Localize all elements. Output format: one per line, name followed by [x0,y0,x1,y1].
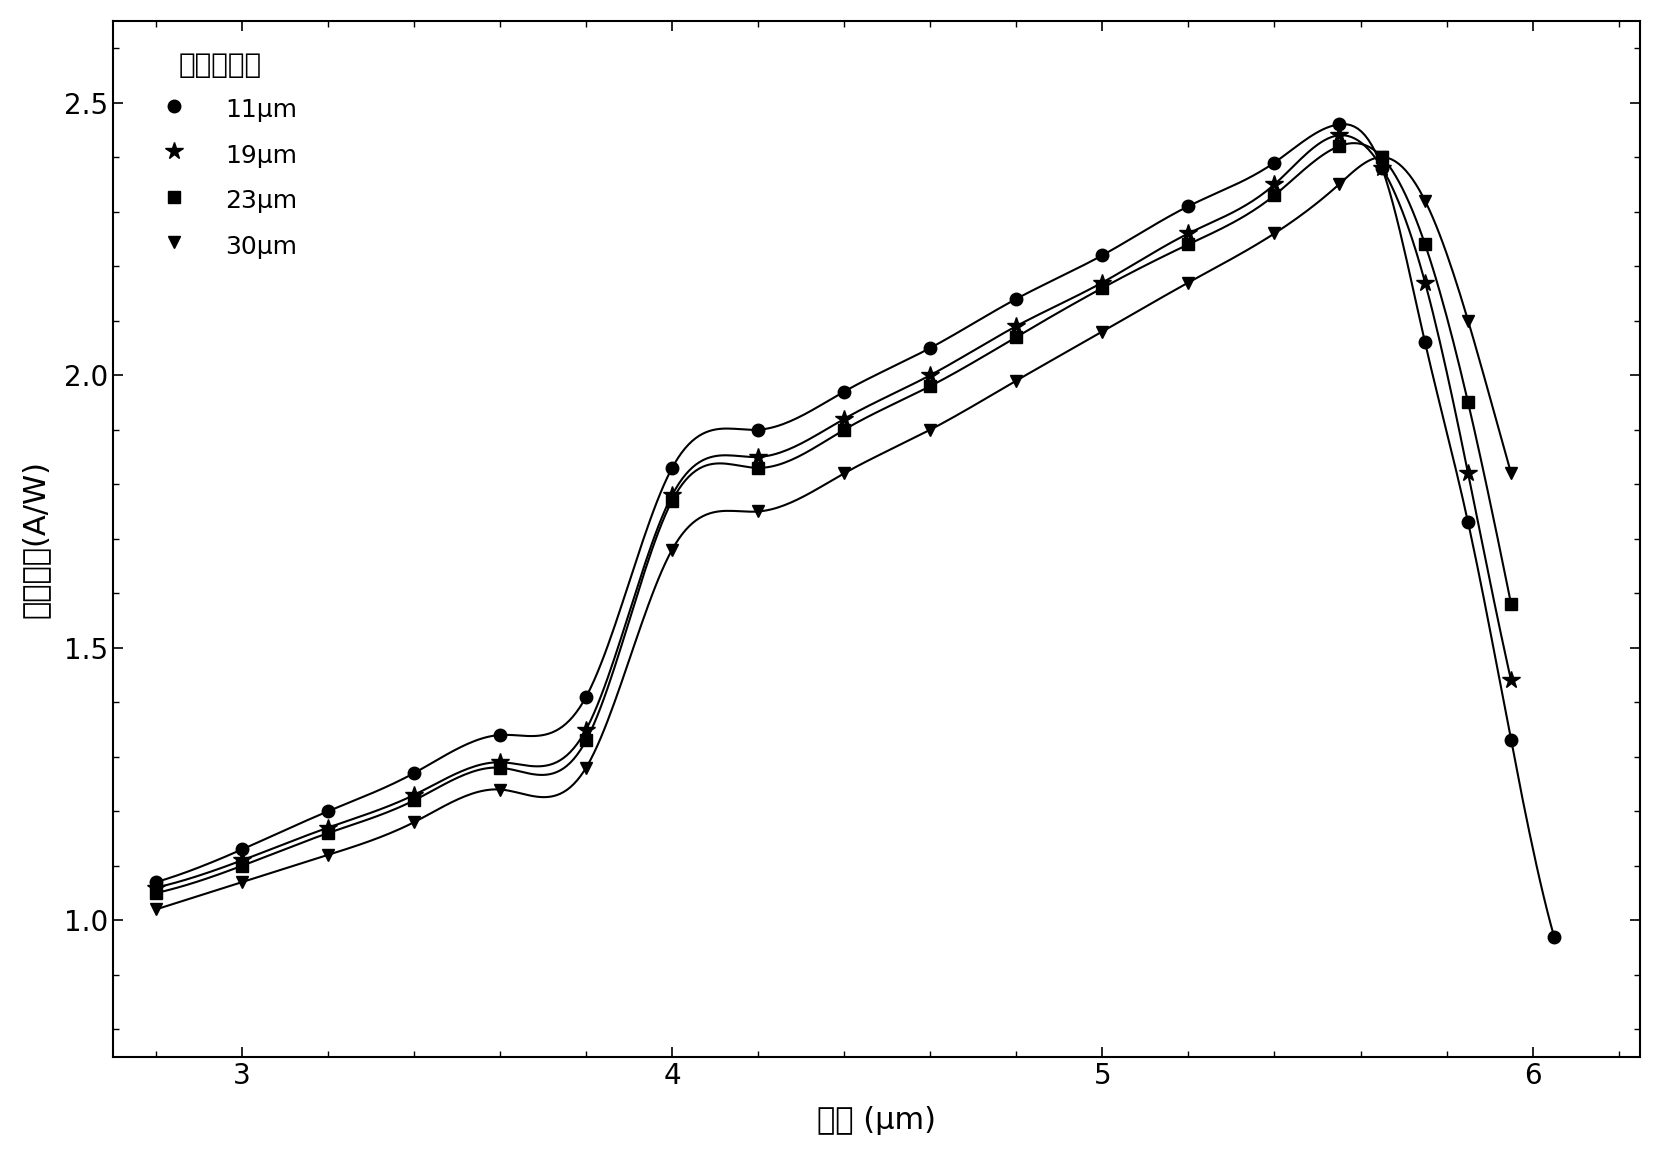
11μm [920,341,940,355]
30μm [1264,227,1284,240]
19μm [663,488,683,502]
11μm [1093,249,1113,262]
23μm [1264,188,1284,202]
30μm [576,761,596,775]
Line: 23μm: 23μm [149,141,1516,898]
11μm [1502,734,1521,748]
19μm [747,450,767,464]
30μm [1502,466,1521,480]
30μm [146,903,166,917]
19μm [1372,161,1392,175]
23μm [490,761,510,775]
23μm [834,423,854,437]
23μm [576,734,596,748]
23μm [1372,150,1392,164]
11μm [1545,929,1565,943]
23μm [1458,395,1478,409]
19μm [1458,466,1478,480]
11μm [576,690,596,704]
19μm [233,853,252,867]
11μm [146,875,166,889]
11μm [490,728,510,742]
30μm [1415,194,1435,208]
19μm [1178,227,1198,240]
Line: 11μm: 11μm [149,118,1560,943]
19μm [146,881,166,895]
19μm [1329,128,1349,142]
11μm [747,423,767,437]
30μm [834,466,854,480]
11μm [1264,156,1284,170]
30μm [317,849,337,862]
23μm [663,494,683,507]
19μm [404,788,424,802]
30μm [233,875,252,889]
30μm [404,815,424,829]
11μm [317,805,337,818]
23μm [404,793,424,807]
30μm [663,542,683,556]
11μm [663,461,683,475]
19μm [834,412,854,425]
23μm [747,461,767,475]
19μm [1502,674,1521,688]
30μm [1178,275,1198,289]
23μm [1329,139,1349,153]
19μm [490,755,510,769]
11μm [233,843,252,857]
23μm [233,859,252,873]
Line: 30μm: 30μm [149,151,1518,916]
11μm [834,385,854,399]
19μm [920,369,940,383]
19μm [1415,275,1435,289]
11μm [1458,516,1478,529]
30μm [1329,177,1349,191]
11μm [1178,199,1198,213]
23μm [317,827,337,840]
11μm [1415,335,1435,349]
23μm [1093,281,1113,295]
Y-axis label: 光响应率(A/W): 光响应率(A/W) [22,460,50,617]
23μm [1007,331,1026,344]
19μm [317,821,337,835]
23μm [146,887,166,901]
X-axis label: 波长 (μm): 波长 (μm) [817,1106,937,1135]
23μm [1415,237,1435,251]
11μm [404,766,424,780]
30μm [1372,150,1392,164]
30μm [747,504,767,518]
Legend: 11μm, 19μm, 23μm, 30μm: 11μm, 19μm, 23μm, 30μm [133,40,307,271]
19μm [1264,177,1284,191]
30μm [1458,313,1478,327]
11μm [1329,118,1349,132]
11μm [1007,292,1026,306]
19μm [1093,275,1113,289]
30μm [1007,373,1026,387]
30μm [1093,325,1113,339]
23μm [1178,237,1198,251]
30μm [920,423,940,437]
23μm [920,379,940,393]
11μm [1372,161,1392,175]
30μm [490,783,510,796]
Line: 19μm: 19μm [146,126,1520,897]
19μm [1007,319,1026,333]
19μm [576,722,596,736]
23μm [1502,598,1521,612]
